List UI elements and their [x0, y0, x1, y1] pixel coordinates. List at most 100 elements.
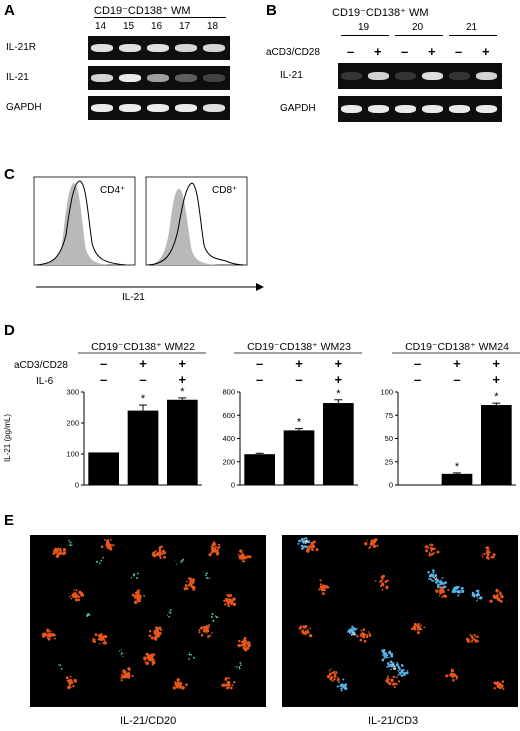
panel-b-sample-label: 21 [466, 22, 478, 33]
panel-b-treatment-sign: + [482, 44, 490, 59]
panel-a-band [203, 74, 225, 82]
panel-a-lane-label: 17 [179, 21, 191, 32]
panel-b-band [368, 72, 389, 80]
panel-a-lane-label: 18 [207, 21, 219, 32]
panel-b-sample-line [395, 35, 443, 36]
panel-a-band [175, 44, 197, 52]
panel-b-band [341, 105, 362, 113]
panel-b-row-label: IL-21 [280, 70, 303, 81]
panel-b-treatment-sign: – [401, 44, 409, 59]
micrograph-caption-cd3: IL-21/CD3 [368, 715, 419, 727]
panel-d-sign-il6: + [335, 372, 343, 387]
panel-d-sign-il6: – [139, 372, 146, 387]
panel-b-header: CD19⁻CD138⁺ WM [332, 7, 429, 19]
panel-b-sample-line [341, 35, 389, 36]
panel-d-ylabel: IL-21 (pg/mL) [3, 414, 12, 462]
micrograph-il21-cd20 [30, 535, 266, 707]
panel-b-band [341, 72, 362, 80]
panel-d-sign-acd3: + [139, 356, 147, 371]
panel-d-significance-mark: * [297, 417, 302, 429]
panel-b-sample-label: 20 [412, 22, 424, 33]
panel-d-bar [480, 405, 512, 485]
panel-a-gel-strip [88, 36, 230, 60]
panel-a-band [147, 104, 169, 112]
panel-d-sign-il6: + [493, 372, 501, 387]
panel-b-sample-line [449, 35, 497, 36]
panel-d-ytick-label: 200 [66, 419, 79, 428]
panel-d-sign-acd3: + [179, 356, 187, 371]
panel-a-row-label: GAPDH [6, 102, 42, 113]
panel-a-band [91, 44, 113, 52]
panel-a-band [119, 44, 141, 52]
flow-plot-cd8-label: CD8⁺ [212, 185, 237, 196]
micrograph-il21-cd3 [282, 535, 518, 707]
panel-b-band [368, 105, 389, 113]
panel-d-significance-mark: * [180, 386, 185, 398]
panel-b-letter: B [266, 2, 277, 19]
il21-histogram-cd4 [35, 180, 127, 266]
panel-a-row-label: IL-21 [6, 72, 29, 83]
panel-d-ytick-label: 75 [385, 411, 393, 420]
panel-e-letter: E [4, 512, 15, 529]
panel-d-ytick-label: 100 [66, 450, 79, 459]
panel-b-band [476, 105, 497, 113]
panel-a-band [175, 74, 197, 82]
panel-d-bar [127, 410, 159, 485]
panel-a-band [175, 104, 197, 112]
panel-d-ytick-label: 100 [380, 388, 393, 397]
panel-a-band [91, 74, 113, 82]
panel-c-letter: C [4, 166, 15, 183]
panel-d-ytick-label: 0 [389, 481, 393, 490]
panel-b-row-label: GAPDH [280, 103, 316, 114]
panel-d-row-label-acd3: aCD3/CD28 [14, 360, 68, 371]
panel-a-header: CD19⁻CD138⁺ WM [94, 5, 191, 17]
panel-a-band [203, 44, 225, 52]
panel-d-sign-acd3: – [414, 356, 421, 371]
panel-d-sign-il6: – [295, 372, 302, 387]
panel-d-chart-title: CD19⁻CD138⁺ WM23 [247, 341, 351, 353]
panel-d-significance-mark: * [494, 391, 499, 403]
panel-d-bar [283, 430, 315, 485]
panel-b-band [395, 72, 416, 80]
panel-d-ytick-label: 0 [75, 481, 79, 490]
panel-b-sample-label: 19 [358, 22, 370, 33]
panel-d-significance-mark: * [141, 393, 146, 405]
panel-b-gel-strip [338, 96, 502, 122]
panel-d-bar [322, 403, 354, 485]
micrograph-caption-cd20: IL-21/CD20 [120, 715, 177, 727]
panel-d-ytick-label: 800 [222, 388, 235, 397]
panel-a-band [119, 74, 141, 82]
panel-d-ytick-label: 600 [222, 411, 235, 420]
panel-b-band [422, 105, 443, 113]
panel-d-significance-mark: * [336, 388, 341, 400]
panel-d-sign-acd3: + [493, 356, 501, 371]
panel-d-ytick-label: 400 [222, 434, 235, 443]
panel-c-flow-plots: CD4⁺ CD8⁺ [33, 176, 264, 291]
panel-b-gel-strip [338, 63, 502, 89]
panel-d-sign-il6: – [100, 372, 107, 387]
panel-d-sign-il6: + [179, 372, 187, 387]
panel-d-ytick-label: 50 [385, 434, 393, 443]
panel-d-bar [88, 452, 120, 485]
panel-d-sign-acd3: – [256, 356, 263, 371]
panel-d-charts: IL-21 (pg/mL)CD19⁻CD138⁺ WM22– + +– – +01002… [3, 341, 520, 490]
panel-d-significance-mark: * [455, 461, 460, 473]
panel-d-ytick-label: 25 [385, 457, 393, 466]
panel-c-xlabel: IL-21 [122, 292, 145, 303]
panel-a-band [91, 104, 113, 112]
panel-b-treatment-label: aCD3/CD28 [266, 47, 320, 58]
panel-b-treatment-sign: – [455, 44, 463, 59]
panel-d-ytick-label: 200 [222, 457, 235, 466]
panel-d-chart-title: CD19⁻CD138⁺ WM22 [91, 341, 195, 353]
panel-a-lane-label: 14 [95, 21, 107, 32]
panel-a-gel-strip [88, 66, 230, 90]
panel-b-treatment-sign: + [428, 44, 436, 59]
panel-d-ytick-label: 300 [66, 388, 79, 397]
panel-d-sign-acd3: + [295, 356, 303, 371]
panel-b-treatment-sign: – [347, 44, 355, 59]
panel-a-band [147, 74, 169, 82]
panel-a-header-line [94, 17, 226, 18]
panel-d-sign-il6: – [414, 372, 421, 387]
panel-b-band [422, 72, 443, 80]
